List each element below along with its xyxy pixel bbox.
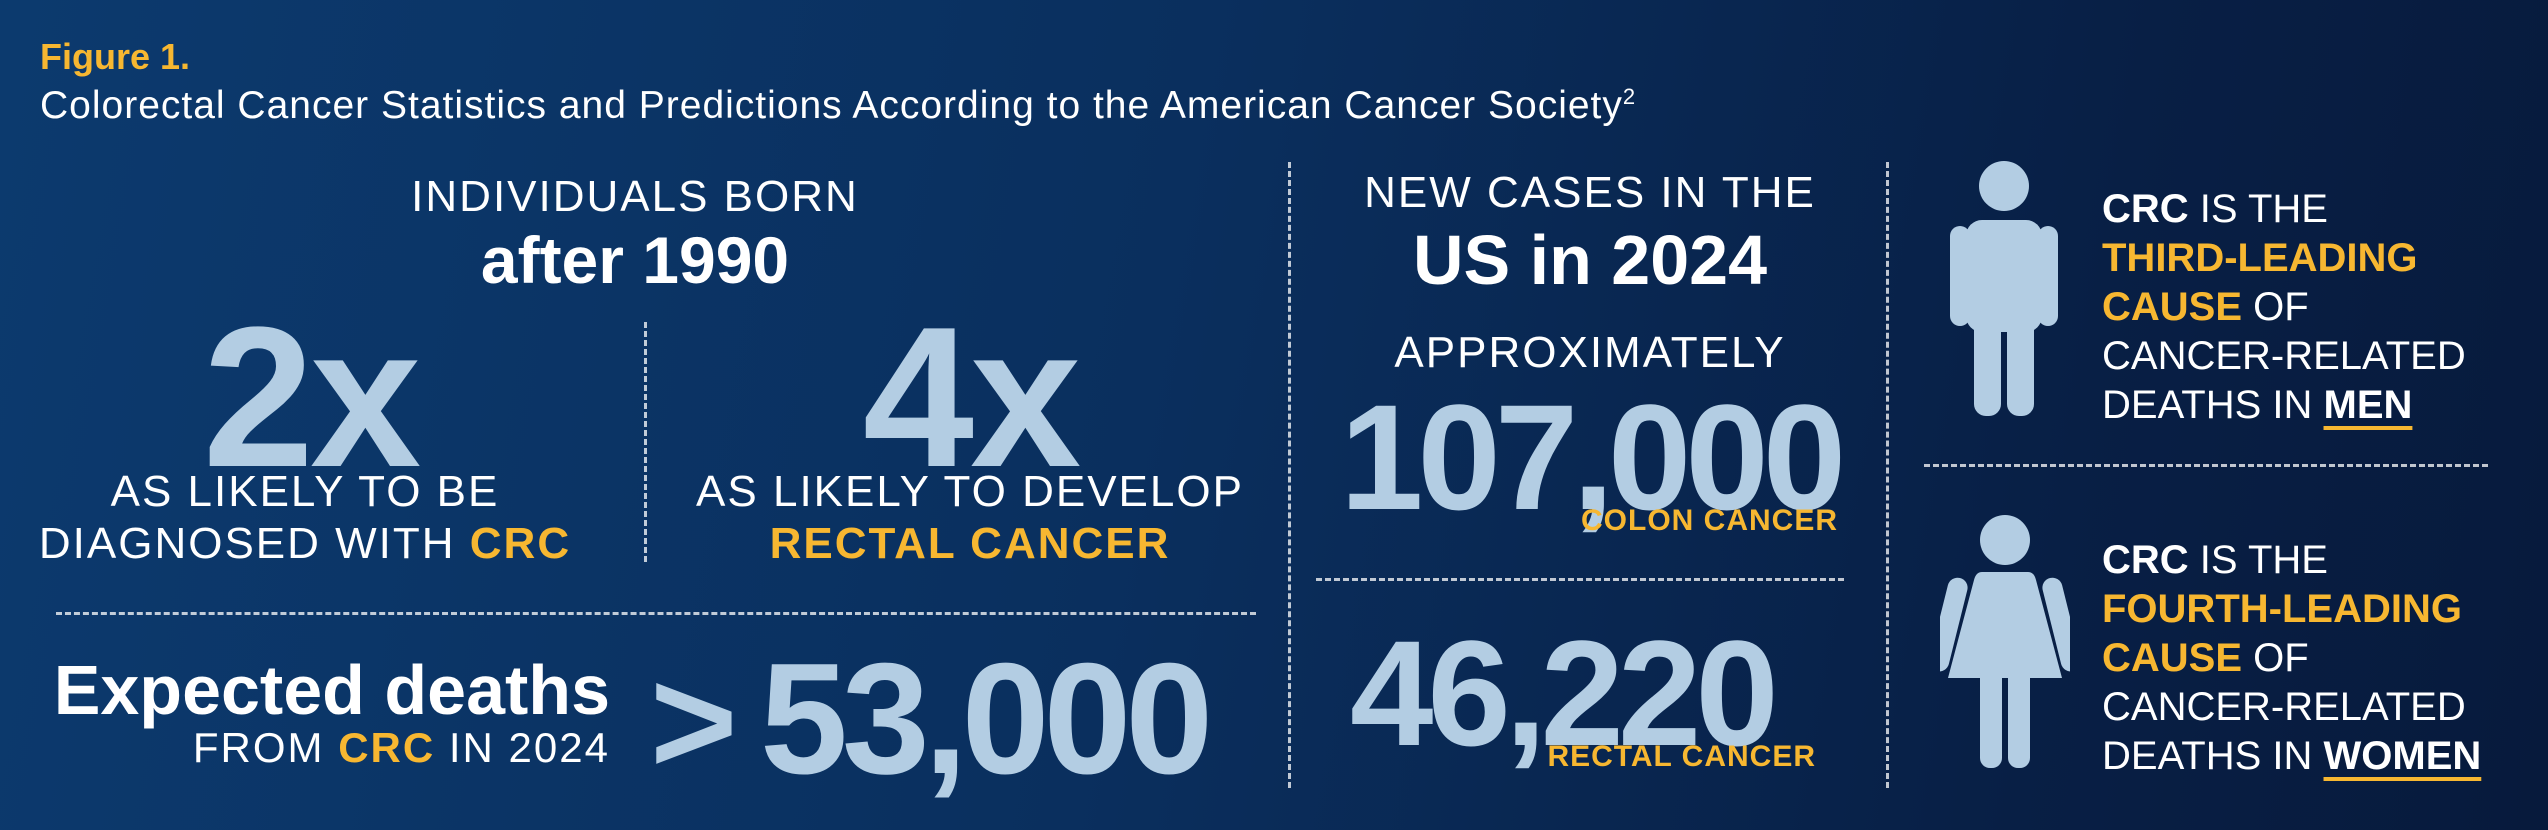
women-emphasis: WOMEN [2324,734,2482,778]
left-middle-divider [1288,162,1291,788]
men-rank: THIRD-LEADING [2102,234,2466,283]
figure-label: Figure 1. [40,36,190,78]
men-line1: CRC IS THE [2102,185,2466,234]
men-women-divider [1924,464,2488,467]
colon-label: COLON CANCER [1520,504,1838,538]
figure-title: Colorectal Cancer Statistics and Predict… [40,84,1636,128]
figure-title-text: Colorectal Cancer Statistics and Predict… [40,84,1623,127]
deaths-subtitle-suffix: IN 2024 [435,724,610,771]
women-cause: CAUSE [2102,636,2242,680]
deaths-greater-than: > [650,646,738,796]
women-line5: DEATHS IN WOMEN [2102,732,2481,781]
women-crc: CRC [2102,538,2189,582]
diagnosed-crc: CRC [470,519,571,568]
women-deaths-in: DEATHS IN [2102,734,2324,778]
men-line5: DEATHS IN MEN [2102,381,2466,430]
men-line4: CANCER-RELATED [2102,332,2466,381]
woman-icon [1940,514,2070,770]
born-bottom-divider [56,612,1256,615]
born-heading: INDIVIDUALS BORN [270,172,1000,222]
born-divider [644,322,647,562]
women-is-the: IS THE [2189,538,2328,582]
diagnosed-text-prefix: DIAGNOSED WITH [39,519,470,568]
men-statement: CRC IS THE THIRD-LEADING CAUSE OF CANCER… [2102,185,2466,430]
deaths-subtitle: FROM CRC IN 2024 [40,724,610,772]
women-rank: FOURTH-LEADING [2102,585,2481,634]
men-is-the: IS THE [2189,187,2328,231]
deaths-value: 53,000 [760,640,1207,798]
diagnosed-text-line1: AS LIKELY TO BE [20,466,590,518]
new-cases-heading: NEW CASES IN THE [1320,168,1860,218]
middle-right-divider [1886,162,1889,788]
deaths-subtitle-crc: CRC [338,724,435,771]
men-line3: CAUSE OF [2102,283,2466,332]
rectal-text: AS LIKELY TO DEVELOP RECTAL CANCER [690,466,1250,570]
rectal-text-line2: RECTAL CANCER [690,518,1250,570]
diagnosed-text-line2: DIAGNOSED WITH CRC [20,518,590,570]
rectal-label: RECTAL CANCER [1500,740,1816,774]
approximately-label: APPROXIMATELY [1320,328,1860,378]
rectal-text-line1: AS LIKELY TO DEVELOP [690,466,1250,518]
men-cause: CAUSE [2102,285,2242,329]
new-cases-year: US in 2024 [1320,220,1860,300]
women-line1: CRC IS THE [2102,536,2481,585]
diagnosed-text: AS LIKELY TO BE DIAGNOSED WITH CRC [20,466,590,570]
women-line4: CANCER-RELATED [2102,683,2481,732]
cases-divider [1316,578,1844,581]
women-statement: CRC IS THE FOURTH-LEADING CAUSE OF CANCE… [2102,536,2481,781]
women-of: OF [2242,636,2309,680]
figure-title-reference: 2 [1623,84,1636,109]
women-line3: CAUSE OF [2102,634,2481,683]
deaths-title: Expected deaths [40,650,610,730]
man-icon [1946,160,2062,420]
men-deaths-in: DEATHS IN [2102,383,2324,427]
men-of: OF [2242,285,2309,329]
men-emphasis: MEN [2324,383,2413,427]
deaths-subtitle-prefix: FROM [193,724,338,771]
men-crc: CRC [2102,187,2189,231]
